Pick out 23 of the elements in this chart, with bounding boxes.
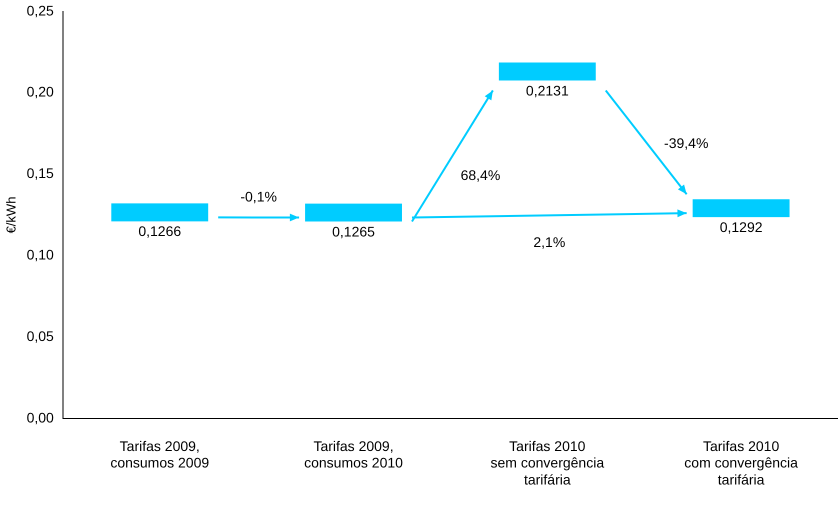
bar xyxy=(305,204,402,222)
annotation: 0,1265 xyxy=(332,223,376,240)
annotation: -39,4% xyxy=(664,135,708,152)
y-tick-label: 0,20 xyxy=(26,84,54,100)
annotation: 0,2131 xyxy=(526,82,569,98)
y-tick-label: 0,05 xyxy=(26,328,54,344)
annotation: 0,1292 xyxy=(720,218,763,235)
y-axis-title: €/kWh xyxy=(3,196,18,234)
x-tick-label: Tarifas 2010 com convergência tarifária xyxy=(684,438,798,488)
y-tick-label: 0,00 xyxy=(26,409,54,426)
annotation: -0,1% xyxy=(240,188,277,204)
x-tick-label: Tarifas 2010 sem convergência tarifária xyxy=(490,438,604,488)
x-tick-label: Tarifas 2009, consumos 2010 xyxy=(304,438,404,471)
y-tick-label: 0,15 xyxy=(26,165,54,182)
bar xyxy=(111,203,208,222)
bar xyxy=(498,62,596,80)
y-tick-label: 0,10 xyxy=(26,246,54,263)
bar xyxy=(692,199,790,218)
annotation: 68,4% xyxy=(460,166,500,183)
annotation: 2,1% xyxy=(533,234,566,250)
annotation: 0,1266 xyxy=(138,223,182,240)
x-tick-label: Tarifas 2009, consumos 2009 xyxy=(110,438,210,471)
y-tick-label: 0,25 xyxy=(26,2,54,18)
